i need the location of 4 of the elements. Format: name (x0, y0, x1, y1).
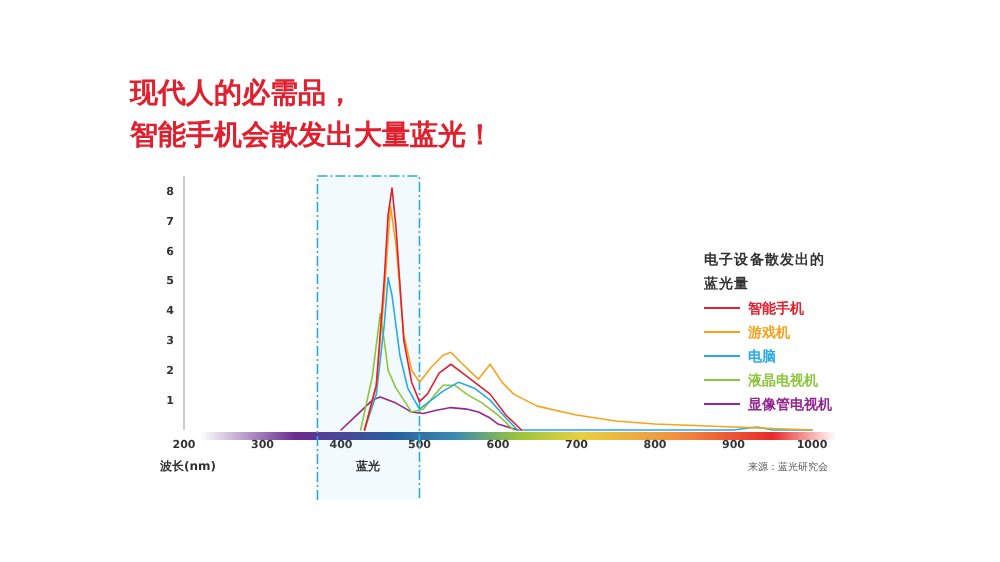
chart-title: 现代人的必需品，智能手机会散发出大量蓝光！ (128, 76, 494, 152)
line-series (359, 312, 515, 431)
line-series (363, 187, 523, 431)
line-series (340, 396, 519, 431)
